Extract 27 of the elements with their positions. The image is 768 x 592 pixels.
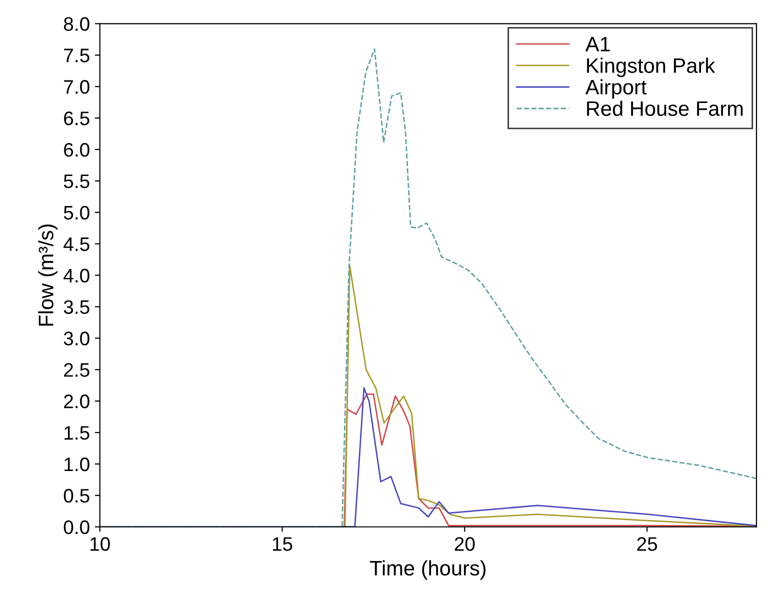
y-tick-label: 5.5 [64,174,90,188]
y-tick-label: 1.5 [64,426,90,440]
legend-label: Red House Farm [587,100,743,116]
x-tick-label: 20 [454,537,475,551]
y-axis-title: Flow (m³/s) [38,224,58,326]
y-tick-label: 7.5 [64,48,90,62]
y-tick-label: 4.5 [64,238,90,252]
legend-label: Airport [585,79,647,99]
y-tick-label: 3.5 [64,300,90,314]
y-tick-label: 1.0 [64,457,90,472]
y-tick-label: 6.0 [64,142,90,157]
y-tick-label: 2.5 [64,363,90,377]
y-tick-label: 0.0 [64,520,90,534]
y-tick-label: 8.0 [64,17,90,31]
y-tick-label: 4.0 [64,268,90,283]
legend-label: A1 [585,36,610,52]
y-tick-label: 7.0 [64,80,90,94]
x-tick-label: 10 [90,537,110,551]
y-tick-label: 6.5 [64,112,90,126]
y-tick-label: 2.0 [64,394,90,408]
x-axis-title: Time (hours) [370,560,486,580]
y-tick-label: 0.5 [64,488,90,503]
legend-label: Kingston Park [587,58,716,78]
y-tick-label: 3.0 [64,332,90,346]
x-tick-label: 15 [272,537,292,551]
x-tick-label: 25 [637,537,658,551]
y-tick-label: 5.0 [64,206,90,220]
